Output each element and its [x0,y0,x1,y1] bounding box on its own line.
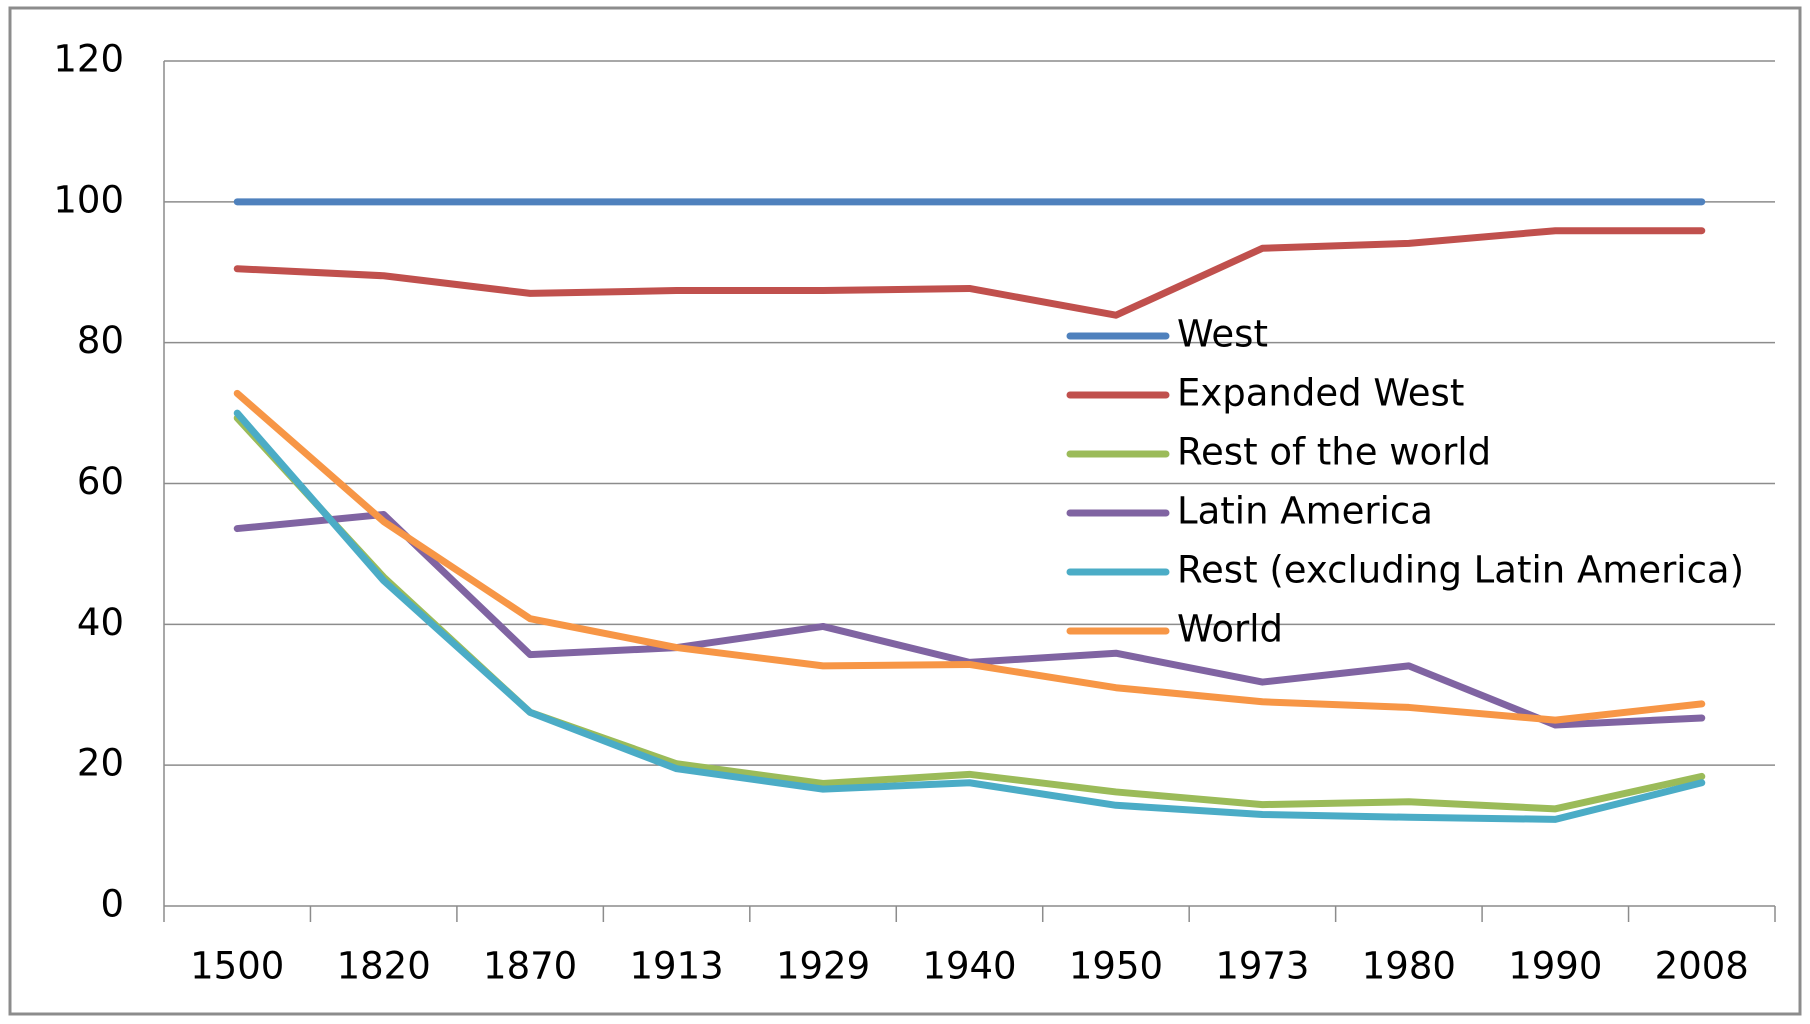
y-tick-label: 80 [77,319,124,362]
x-tick-label: 1980 [1362,945,1456,988]
chart-frame [8,6,1802,1016]
legend-label: Rest of the world [1177,431,1491,474]
x-tick-label: 1950 [1069,945,1163,988]
y-tick-label: 20 [77,742,124,785]
x-tick-label: 1940 [922,945,1016,988]
x-tick-label: 2008 [1655,945,1749,988]
y-tick-label: 40 [77,601,124,644]
series-line [233,409,1706,823]
y-tick-label: 120 [53,38,124,81]
x-tick-label: 1913 [630,945,724,988]
x-tick-label: 1990 [1508,945,1602,988]
series-line [233,389,1706,724]
series-line [233,227,1706,319]
legend-label: Expanded West [1177,372,1464,415]
x-tick-label: 1929 [776,945,870,988]
legend-label: West [1177,313,1268,356]
legend-label: Rest (excluding Latin America) [1177,549,1744,592]
y-tick-label: 0 [100,883,124,926]
legend-label: Latin America [1177,490,1433,533]
y-tick-label: 60 [77,460,124,503]
y-tick-label: 100 [53,178,124,221]
x-tick-label: 1500 [190,945,284,988]
legend-label: World [1177,608,1283,651]
x-tick-label: 1973 [1215,945,1309,988]
x-tick-label: 1870 [483,945,577,988]
x-tick-label: 1820 [337,945,431,988]
